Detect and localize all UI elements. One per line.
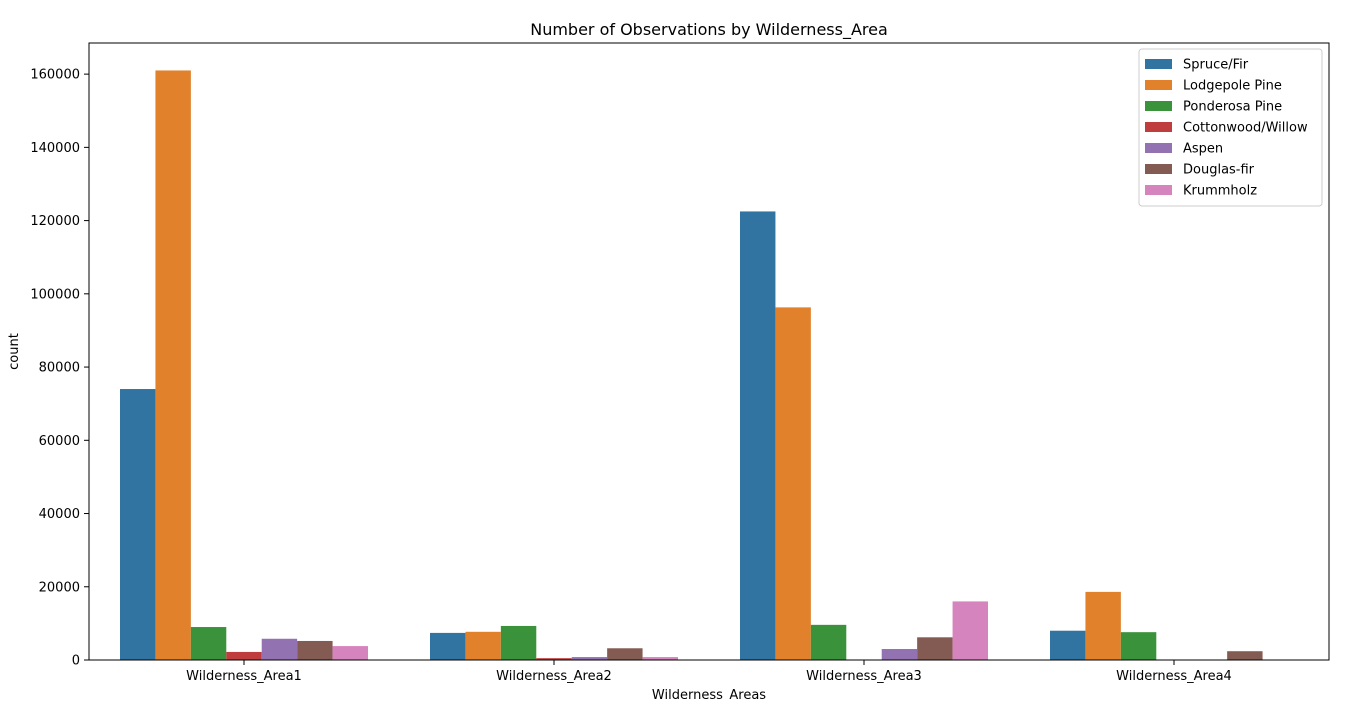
y-tick-label: 0	[72, 654, 80, 669]
legend-swatch	[1145, 164, 1172, 174]
bar-aspen-1	[261, 638, 298, 660]
bar-ponderosa-pine-2	[500, 625, 537, 660]
bar-spruce-fir-3	[740, 211, 776, 660]
y-tick-label: 120000	[30, 214, 80, 229]
legend-frame	[1138, 48, 1323, 207]
legend-label: Krummholz	[1183, 184, 1257, 199]
chart-title: Number of Observations by Wilderness_Are…	[530, 20, 888, 40]
bar-douglas-fir-4	[1227, 651, 1263, 660]
bar-spruce-fir-2	[430, 632, 466, 660]
legend: Spruce/Fir Lodgepole Pine Ponderosa Pine Co…	[1138, 48, 1323, 207]
legend-label: Spruce/Fir	[1183, 58, 1249, 73]
bar-krummholz-1	[332, 646, 368, 660]
bar-cottonwood-willow-2	[536, 658, 572, 660]
legend-swatch	[1145, 143, 1172, 153]
y-tick-label: 140000	[30, 141, 80, 156]
plot-frame	[88, 42, 1330, 661]
bar-krummholz-3	[952, 601, 988, 660]
bar-lodgepole-pine-1	[155, 70, 191, 660]
legend-label: Ponderosa Pine	[1183, 100, 1282, 115]
y-tick-label: 60000	[39, 434, 80, 449]
bar-lodgepole-pine-2	[465, 631, 501, 660]
legend-swatch	[1145, 59, 1172, 69]
bar-douglas-fir-3	[917, 637, 953, 660]
x-tick-label: Wilderness_Area4	[1116, 669, 1232, 684]
legend-label: Aspen	[1183, 142, 1223, 157]
legend-swatch	[1145, 185, 1172, 195]
bar-spruce-fir-4	[1050, 630, 1086, 660]
bars-layer	[120, 70, 1263, 660]
x-tick-label: Wilderness_Area1	[186, 669, 302, 684]
bar-ponderosa-pine-4	[1120, 632, 1157, 660]
y-tick-label: 100000	[30, 287, 80, 302]
x-axis: Wilderness_Area1 Wilderness_Area2 Wilderne…	[186, 660, 1232, 684]
bar-ponderosa-pine-1	[190, 627, 227, 660]
bar-aspen-2	[571, 657, 608, 660]
bar-krummholz-2	[642, 657, 678, 660]
x-tick-label: Wilderness_Area3	[806, 669, 922, 684]
bar-spruce-fir-1	[120, 389, 156, 660]
legend-swatch	[1145, 122, 1172, 132]
y-tick-label: 40000	[39, 507, 80, 522]
bar-aspen-3	[881, 649, 918, 660]
y-axis-label: count	[7, 333, 22, 370]
bar-lodgepole-pine-4	[1085, 591, 1121, 660]
y-tick-label: 20000	[39, 580, 80, 595]
y-tick-label: 160000	[30, 68, 80, 83]
x-axis-label: Wilderness_Areas	[652, 688, 766, 700]
legend-swatch	[1145, 80, 1172, 90]
legend-label: Lodgepole Pine	[1183, 79, 1282, 94]
bar-douglas-fir-2	[607, 648, 643, 660]
y-axis: 0 20000 40000 60000 80000 100000 120000 140000 1…	[30, 68, 89, 669]
y-tick-label: 80000	[39, 361, 80, 376]
legend-label: Douglas-fir	[1183, 163, 1255, 178]
legend-label: Cottonwood/Willow	[1183, 121, 1308, 136]
legend-swatch	[1145, 101, 1172, 111]
x-tick-label: Wilderness_Area2	[496, 669, 612, 684]
bar-cottonwood-willow-1	[226, 651, 262, 660]
bar-douglas-fir-1	[297, 640, 333, 660]
bar-lodgepole-pine-3	[775, 307, 811, 660]
bar-ponderosa-pine-3	[810, 624, 847, 660]
